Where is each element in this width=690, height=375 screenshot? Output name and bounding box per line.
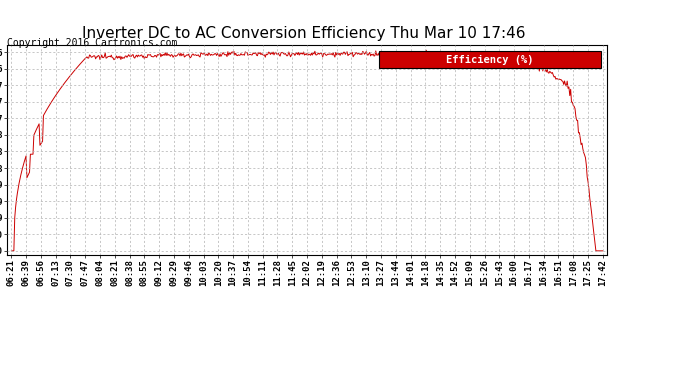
Text: Copyright 2016 Cartronics.com: Copyright 2016 Cartronics.com [7, 38, 177, 48]
FancyBboxPatch shape [379, 51, 601, 68]
Text: Efficiency (%): Efficiency (%) [446, 55, 534, 65]
Text: Inverter DC to AC Conversion Efficiency Thu Mar 10 17:46: Inverter DC to AC Conversion Efficiency … [82, 26, 525, 41]
